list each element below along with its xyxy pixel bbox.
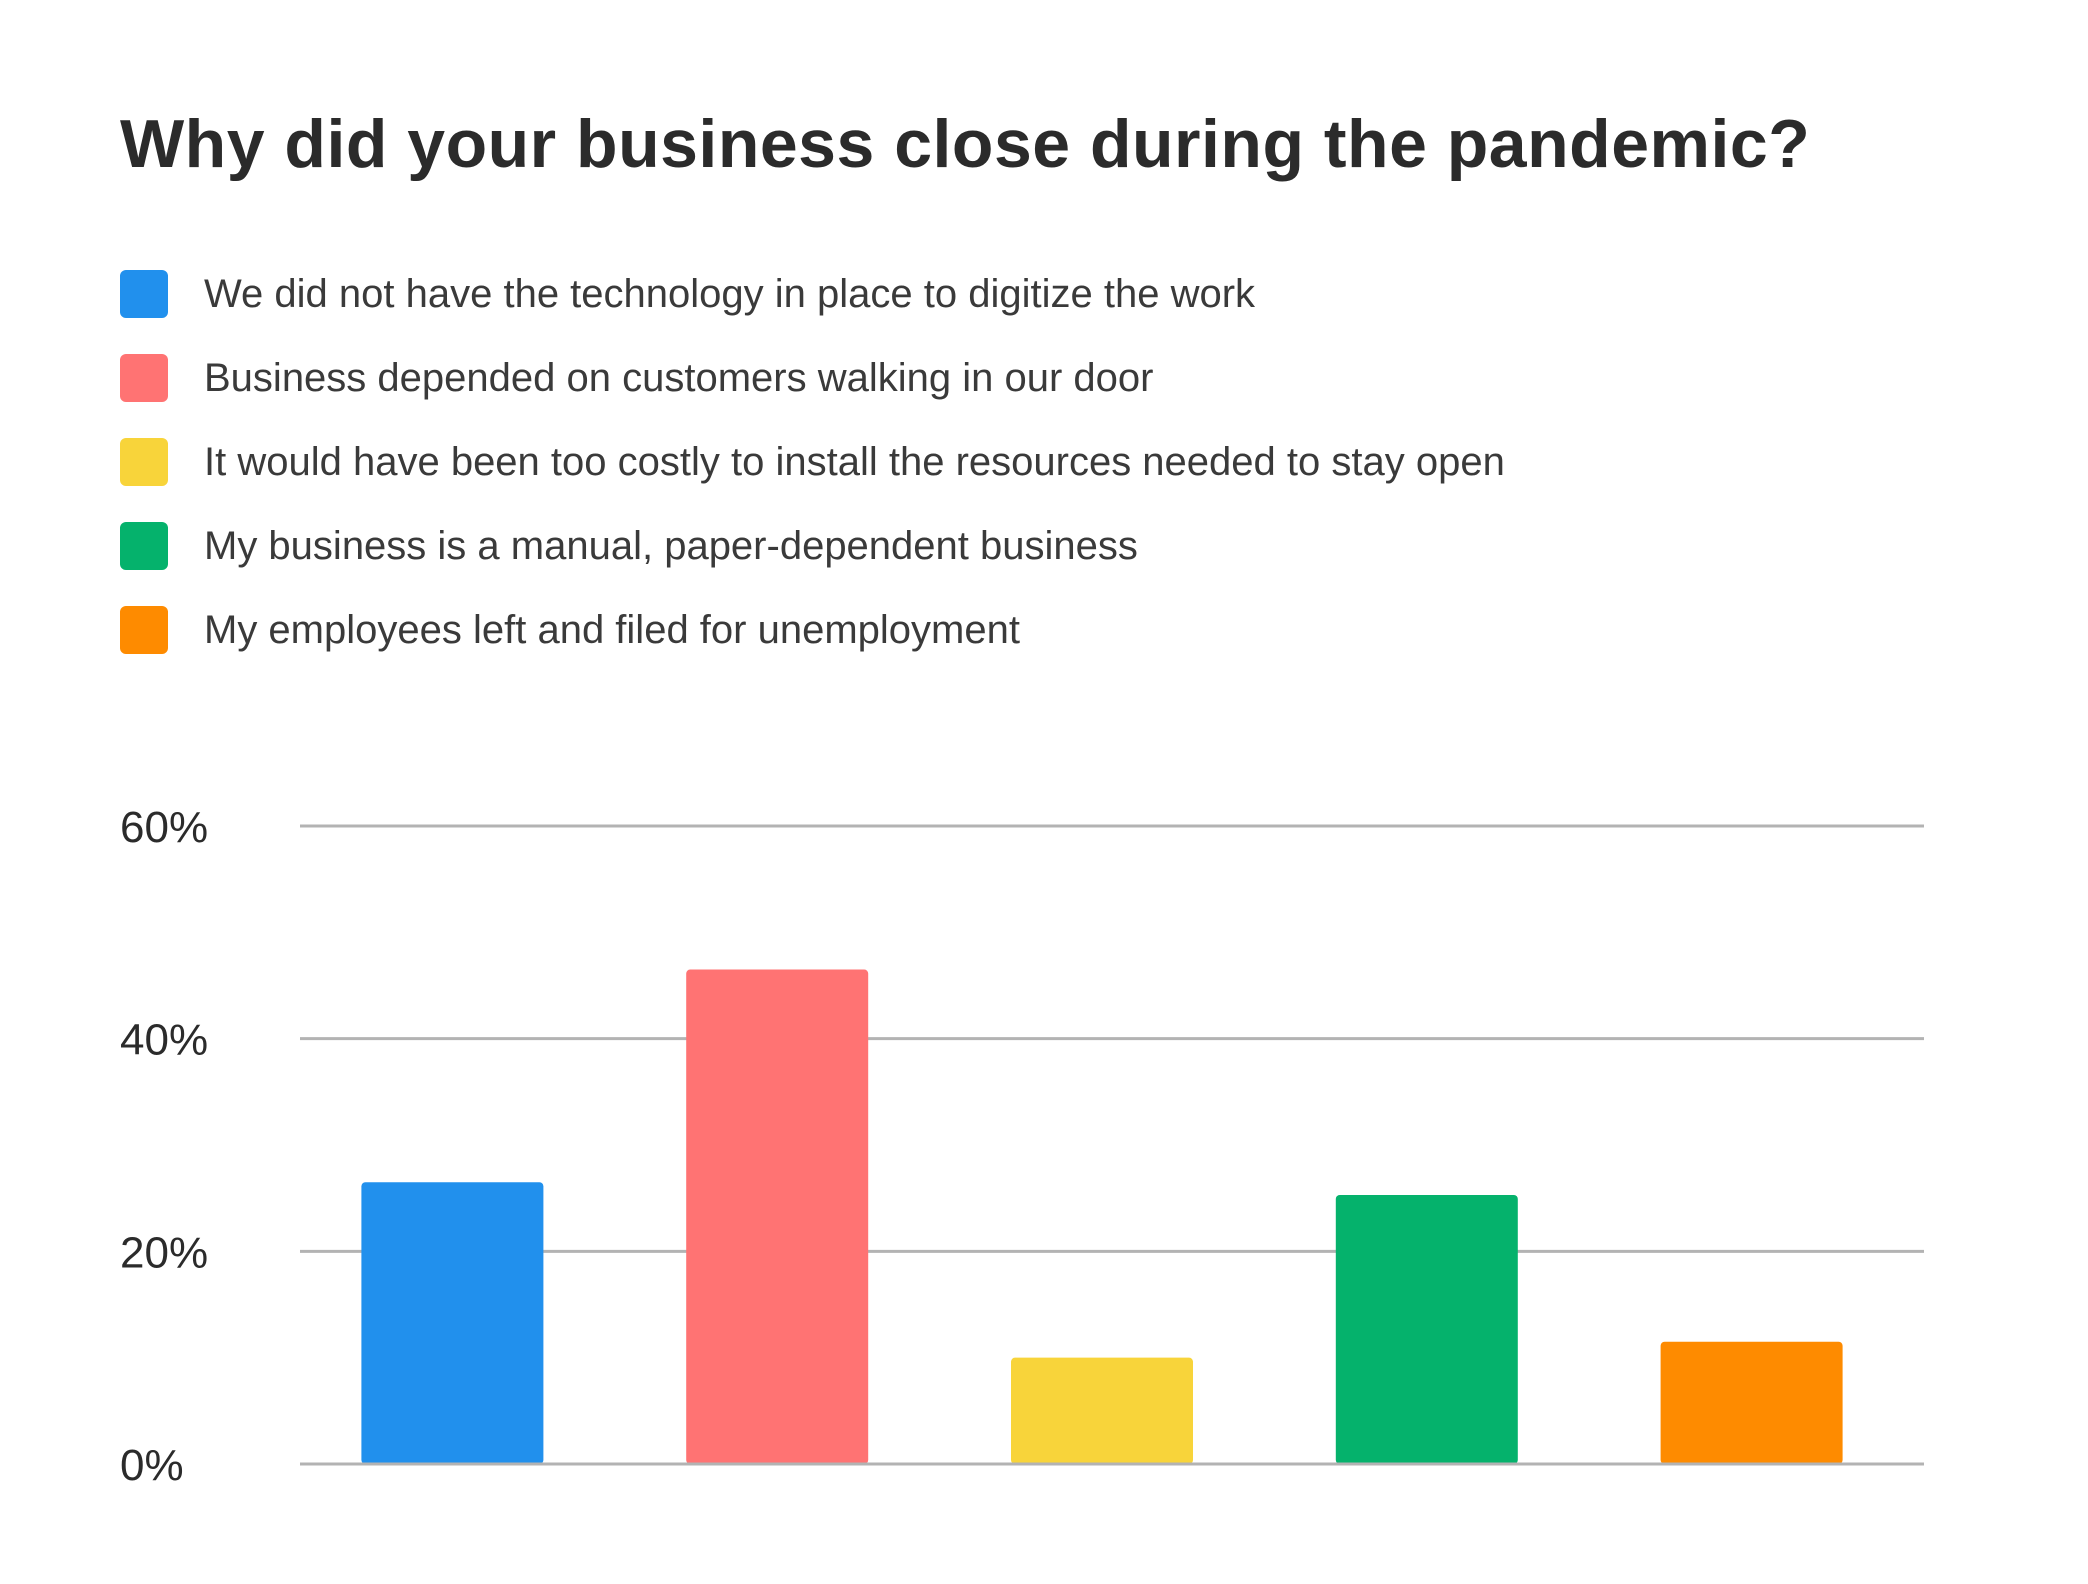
bar [1335,1194,1518,1464]
y-tick-label: 60% [120,803,208,852]
y-tick-label: 20% [120,1228,208,1277]
bar [361,1182,544,1464]
legend-label: My business is a manual, paper-dependent… [204,523,1138,568]
legend-item: We did not have the technology in place … [120,270,1505,318]
legend-item: My employees left and filed for unemploy… [120,606,1505,654]
bar [1660,1341,1843,1464]
legend-swatch-4 [120,606,168,654]
legend-swatch-2 [120,438,168,486]
y-tick-label: 0% [120,1441,184,1490]
y-tick-label: 40% [120,1016,208,1065]
legend-swatch-3 [120,522,168,570]
legend-label: My employees left and filed for unemploy… [204,607,1020,652]
legend-item: Business depended on customers walking i… [120,354,1505,402]
chart-title: Why did your business close during the p… [120,106,1811,182]
legend-swatch-0 [120,270,168,318]
legend-item: It would have been too costly to install… [120,438,1505,486]
legend-label: It would have been too costly to install… [204,439,1505,484]
legend: We did not have the technology in place … [120,270,1505,690]
legend-item: My business is a manual, paper-dependent… [120,522,1505,570]
bar [1011,1357,1193,1464]
legend-swatch-1 [120,354,168,402]
legend-label: Business depended on customers walking i… [204,355,1154,400]
legend-label: We did not have the technology in place … [204,271,1256,316]
bar [686,969,869,1464]
